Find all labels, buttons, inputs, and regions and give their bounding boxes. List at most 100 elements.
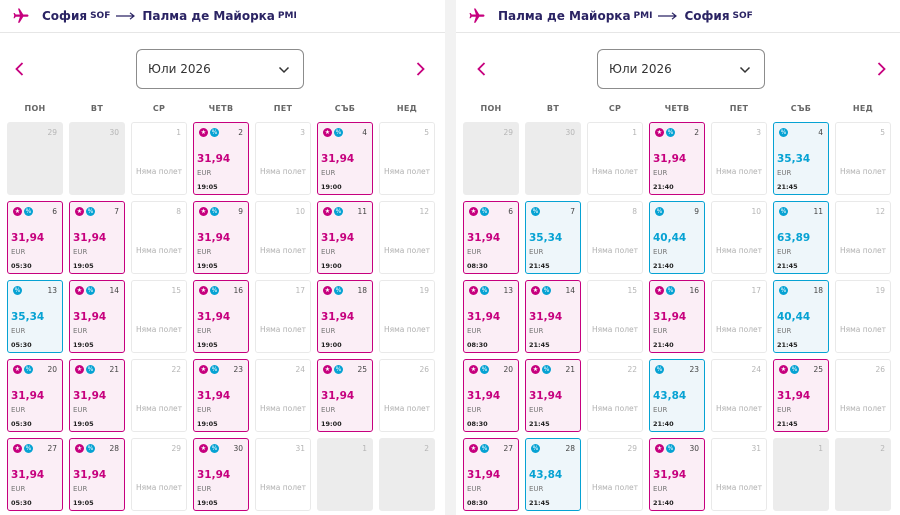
fare-currency: EUR xyxy=(777,327,792,335)
day-number: 23 xyxy=(233,365,243,374)
day-cell-fare[interactable]: 30 ★% 31,94 EUR 21:40 xyxy=(649,438,705,511)
day-number: 25 xyxy=(813,365,823,374)
fare-price: 31,94 xyxy=(73,469,107,481)
fare-currency: EUR xyxy=(11,327,26,335)
fare-currency: EUR xyxy=(321,248,336,256)
month-select[interactable]: Юли 2026 xyxy=(136,49,304,89)
star-badge-icon: ★ xyxy=(199,128,208,137)
fare-price: 31,94 xyxy=(73,390,107,402)
fare-currency: EUR xyxy=(321,327,336,335)
fare-currency: EUR xyxy=(73,327,88,335)
day-cell-fare[interactable]: 21 ★% 31,94 EUR 21:45 xyxy=(525,359,581,432)
day-cell-fare[interactable]: 25 ★% 31,94 EUR 21:45 xyxy=(773,359,829,432)
prev-month-button[interactable] xyxy=(12,57,26,81)
day-cell-fare[interactable]: 9 ★% 31,94 EUR 19:05 xyxy=(193,201,249,274)
day-number: 1 xyxy=(362,444,367,453)
day-cell-fare[interactable]: 16 ★% 31,94 EUR 19:05 xyxy=(193,280,249,353)
plane-icon xyxy=(469,8,485,23)
chevron-right-icon xyxy=(877,62,886,76)
fare-price: 31,94 xyxy=(529,390,563,402)
day-cell-fare[interactable]: 20 ★% 31,94 EUR 08:30 xyxy=(463,359,519,432)
day-cell-fare[interactable]: 11% 63,89 EUR 21:45 xyxy=(773,201,829,274)
day-number: 30 xyxy=(565,128,575,137)
day-cell-no-flight: 31 Няма полет xyxy=(711,438,767,511)
prev-month-button[interactable] xyxy=(474,57,488,81)
badges: ★% xyxy=(323,365,343,374)
no-flight-label: Няма полет xyxy=(715,404,763,413)
day-cell-fare[interactable]: 18% 40,44 EUR 21:45 xyxy=(773,280,829,353)
day-cell-fare[interactable]: 14 ★% 31,94 EUR 21:45 xyxy=(525,280,581,353)
departure-time: 19:05 xyxy=(197,499,218,507)
badges: % xyxy=(13,286,22,295)
day-cell-fare[interactable]: 20 ★% 31,94 EUR 05:30 xyxy=(7,359,63,432)
next-month-button[interactable] xyxy=(413,57,427,81)
day-cell-fare[interactable]: 16 ★% 31,94 EUR 21:40 xyxy=(649,280,705,353)
day-cell-fare[interactable]: 6 ★% 31,94 EUR 08:30 xyxy=(463,201,519,274)
day-cell-fare[interactable]: 2 ★% 31,94 EUR 21:40 xyxy=(649,122,705,195)
no-flight-label: Няма полет xyxy=(839,246,887,255)
day-number: 22 xyxy=(171,365,181,374)
day-cell-fare[interactable]: 9% 40,44 EUR 21:40 xyxy=(649,201,705,274)
star-badge-icon: ★ xyxy=(469,286,478,295)
next-month-button[interactable] xyxy=(874,57,888,81)
day-cell-fare[interactable]: 28% 43,84 EUR 21:45 xyxy=(525,438,581,511)
weekday-label: ПЕТ xyxy=(273,104,293,113)
fare-currency: EUR xyxy=(467,327,482,335)
weekday-header: ПОН ВТ СР ЧЕТВ ПЕТ СЪБ НЕД xyxy=(0,104,445,116)
no-flight-label: Няма полет xyxy=(591,167,639,176)
day-cell-fare[interactable]: 25 ★% 31,94 EUR 19:00 xyxy=(317,359,373,432)
percent-badge-icon: % xyxy=(779,207,788,216)
day-cell-fare[interactable]: 7 ★% 31,94 EUR 19:05 xyxy=(69,201,125,274)
return-panel: Палма де Майорка PMI София SOF Юли 2026 … xyxy=(456,0,900,515)
no-flight-label: Няма полет xyxy=(259,167,307,176)
day-cell-outside: 29 xyxy=(7,122,63,195)
day-cell-fare[interactable]: 27 ★% 31,94 EUR 08:30 xyxy=(463,438,519,511)
day-cell-fare[interactable]: 30 ★% 31,94 EUR 19:05 xyxy=(193,438,249,511)
badges: ★% xyxy=(199,444,219,453)
day-cell-fare[interactable]: 13% 35,34 EUR 05:30 xyxy=(7,280,63,353)
departure-time: 19:05 xyxy=(197,341,218,349)
fare-currency: EUR xyxy=(197,169,212,177)
day-cell-fare[interactable]: 4% 35,34 EUR 21:45 xyxy=(773,122,829,195)
day-number: 13 xyxy=(47,286,57,295)
day-cell-fare[interactable]: 21 ★% 31,94 EUR 19:05 xyxy=(69,359,125,432)
day-number: 20 xyxy=(47,365,57,374)
day-cell-fare[interactable]: 27 ★% 31,94 EUR 05:30 xyxy=(7,438,63,511)
day-cell-fare[interactable]: 6 ★% 31,94 EUR 05:30 xyxy=(7,201,63,274)
day-number: 31 xyxy=(295,444,305,453)
fare-currency: EUR xyxy=(73,248,88,256)
no-flight-label: Няма полет xyxy=(715,483,763,492)
fare-currency: EUR xyxy=(777,169,792,177)
day-number: 27 xyxy=(503,444,513,453)
day-cell-no-flight: 15 Няма полет xyxy=(131,280,187,353)
day-cell-fare[interactable]: 23 ★% 31,94 EUR 19:05 xyxy=(193,359,249,432)
star-badge-icon: ★ xyxy=(199,444,208,453)
day-number: 3 xyxy=(300,128,305,137)
day-cell-outside: 1 xyxy=(773,438,829,511)
percent-badge-icon: % xyxy=(334,207,343,216)
fare-currency: EUR xyxy=(653,485,668,493)
percent-badge-icon: % xyxy=(779,286,788,295)
percent-badge-icon: % xyxy=(779,128,788,137)
badges: ★% xyxy=(199,365,219,374)
month-select[interactable]: Юли 2026 xyxy=(597,49,765,89)
day-cell-fare[interactable]: 18 ★% 31,94 EUR 19:00 xyxy=(317,280,373,353)
badges: ★% xyxy=(13,444,33,453)
day-number: 9 xyxy=(694,207,699,216)
day-cell-fare[interactable]: 14 ★% 31,94 EUR 19:05 xyxy=(69,280,125,353)
day-cell-fare[interactable]: 7% 35,34 EUR 21:45 xyxy=(525,201,581,274)
day-cell-fare[interactable]: 11 ★% 31,94 EUR 19:00 xyxy=(317,201,373,274)
weekday-label: НЕД xyxy=(852,104,874,113)
percent-badge-icon: % xyxy=(480,286,489,295)
day-cell-no-flight: 15 Няма полет xyxy=(587,280,643,353)
day-cell-fare[interactable]: 4 ★% 31,94 EUR 19:00 xyxy=(317,122,373,195)
day-cell-fare[interactable]: 2 ★% 31,94 EUR 19:05 xyxy=(193,122,249,195)
day-number: 7 xyxy=(570,207,575,216)
day-cell-fare[interactable]: 13 ★% 31,94 EUR 08:30 xyxy=(463,280,519,353)
day-cell-fare[interactable]: 28 ★% 31,94 EUR 19:05 xyxy=(69,438,125,511)
day-cell-fare[interactable]: 23% 43,84 EUR 21:40 xyxy=(649,359,705,432)
departure-time: 21:45 xyxy=(777,341,798,349)
fare-price: 31,94 xyxy=(467,311,501,323)
departure-time: 19:00 xyxy=(321,183,342,191)
day-number: 13 xyxy=(503,286,513,295)
